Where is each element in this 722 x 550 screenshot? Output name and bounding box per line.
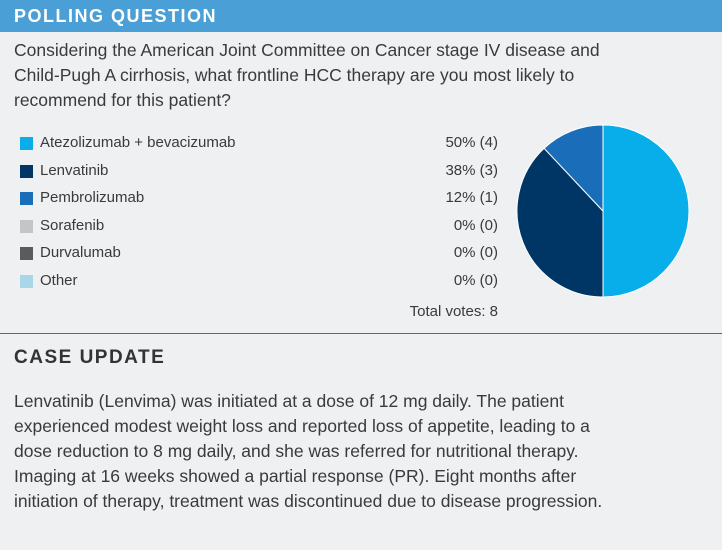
option-result: 12% (1) bbox=[445, 189, 498, 206]
option-result: 0% (0) bbox=[453, 271, 498, 289]
legend-swatch bbox=[20, 164, 33, 178]
option-result: 50% (4) bbox=[445, 134, 498, 151]
pie-slice bbox=[543, 124, 604, 213]
option-result: 0% (0) bbox=[453, 216, 498, 234]
paragraph-line: dose reduction to 8 mg daily, and she wa… bbox=[14, 441, 579, 461]
question-line: recommend for this patient? bbox=[14, 90, 231, 110]
pie-slice bbox=[516, 147, 604, 298]
legend-swatch bbox=[20, 219, 33, 233]
option-label: Lenvatinib bbox=[40, 161, 109, 179]
question-line: Child-Pugh A cirrhosis, what frontline H… bbox=[14, 65, 575, 85]
section-title: CASE UPDATE bbox=[14, 347, 166, 368]
option-label: Other bbox=[40, 271, 78, 289]
option-result: 38% (3) bbox=[445, 161, 498, 179]
divider bbox=[0, 333, 722, 334]
paragraph-line: Imaging at 16 weeks showed a partial res… bbox=[14, 466, 577, 486]
option-result: 0% (0) bbox=[453, 244, 498, 261]
legend-swatch bbox=[20, 137, 33, 150]
paragraph-line: initiation of therapy, treatment was dis… bbox=[14, 491, 603, 511]
pie-slice bbox=[602, 124, 690, 298]
question-line: Considering the American Joint Committee… bbox=[14, 40, 600, 60]
paragraph-line: experienced modest weight loss and repor… bbox=[14, 416, 590, 436]
legend-swatch bbox=[20, 274, 33, 288]
option-label: Atezolizumab + bevacizumab bbox=[40, 134, 236, 151]
pie-chart bbox=[516, 124, 690, 298]
option-label: Sorafenib bbox=[40, 216, 105, 234]
option-label: Durvalumab bbox=[40, 244, 121, 261]
option-label: Pembrolizumab bbox=[40, 189, 145, 206]
legend-swatch bbox=[20, 247, 33, 260]
header-bar bbox=[0, 0, 722, 32]
paragraph-line: Lenvatinib (Lenvima) was initiated at a … bbox=[14, 391, 564, 411]
total-votes: Total votes: 8 bbox=[409, 303, 498, 320]
header-title: POLLING QUESTION bbox=[14, 6, 218, 26]
legend-swatch bbox=[20, 192, 33, 205]
